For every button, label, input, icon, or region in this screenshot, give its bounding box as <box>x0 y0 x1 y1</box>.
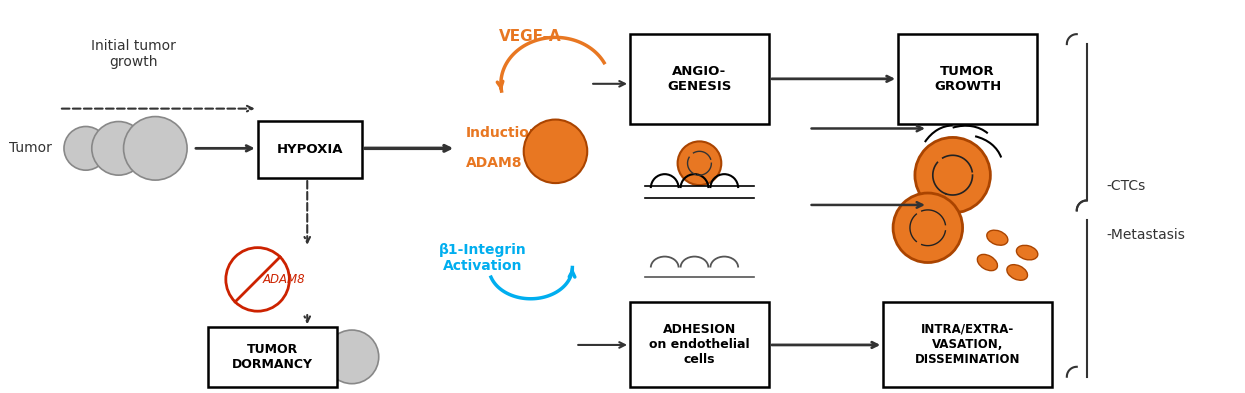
Text: -CTCs: -CTCs <box>1107 178 1145 193</box>
Text: β1-Integrin
Activation: β1-Integrin Activation <box>439 242 527 273</box>
Circle shape <box>677 141 721 185</box>
Text: ADAM8: ADAM8 <box>466 156 523 170</box>
FancyBboxPatch shape <box>630 34 769 123</box>
FancyBboxPatch shape <box>883 302 1052 387</box>
Text: TUMOR
GROWTH: TUMOR GROWTH <box>934 65 1001 93</box>
Text: ADHESION
on endothelial
cells: ADHESION on endothelial cells <box>649 323 749 366</box>
Text: HYPOXIA: HYPOXIA <box>276 143 342 156</box>
Ellipse shape <box>1007 264 1027 280</box>
Circle shape <box>92 121 146 175</box>
Text: ANGIO-
GENESIS: ANGIO- GENESIS <box>667 65 732 93</box>
Circle shape <box>123 117 187 180</box>
Text: Induction: Induction <box>466 127 540 140</box>
FancyBboxPatch shape <box>208 327 337 387</box>
Circle shape <box>893 193 962 263</box>
Ellipse shape <box>977 254 997 271</box>
Circle shape <box>915 138 990 213</box>
Text: TUMOR
DORMANCY: TUMOR DORMANCY <box>232 343 312 371</box>
FancyBboxPatch shape <box>258 121 362 178</box>
Ellipse shape <box>1016 245 1038 260</box>
FancyBboxPatch shape <box>898 34 1037 123</box>
FancyBboxPatch shape <box>630 302 769 387</box>
Text: INTRA/EXTRA-
VASATION,
DISSEMINATION: INTRA/EXTRA- VASATION, DISSEMINATION <box>915 323 1021 366</box>
Text: VEGF-A: VEGF-A <box>499 29 561 44</box>
Text: Initial tumor
growth: Initial tumor growth <box>91 39 176 69</box>
Circle shape <box>225 248 289 311</box>
Circle shape <box>63 127 107 170</box>
Text: ADAM8: ADAM8 <box>263 273 305 286</box>
Circle shape <box>325 330 378 384</box>
Ellipse shape <box>987 230 1008 245</box>
Text: Tumor: Tumor <box>10 141 52 155</box>
Text: -Metastasis: -Metastasis <box>1107 228 1185 242</box>
Circle shape <box>524 119 588 183</box>
